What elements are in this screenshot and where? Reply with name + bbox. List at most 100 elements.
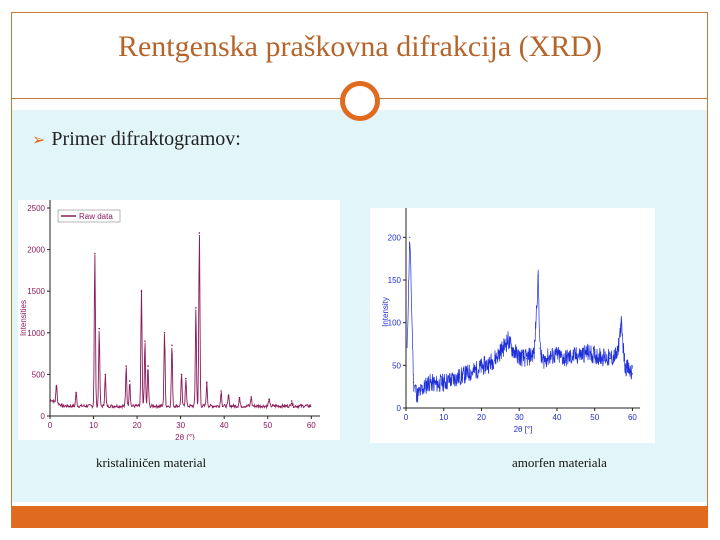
y-tick-label: 2500 [27, 204, 45, 213]
x-tick-label: 20 [477, 413, 486, 422]
data-point [465, 373, 467, 375]
y-tick-label: 0 [397, 404, 402, 413]
peak-point [185, 377, 187, 380]
data-point [579, 354, 581, 356]
legend-box [57, 209, 121, 223]
bullet-text: Primer difraktogramov: [51, 128, 241, 150]
data-point [571, 356, 573, 358]
data-point [616, 354, 618, 356]
data-point [507, 339, 509, 341]
x-axis-title: 2θ (°) [175, 433, 195, 440]
peak-point [140, 290, 143, 292]
data-point [488, 363, 490, 365]
y-tick-label: 150 [388, 276, 402, 285]
peak-point [75, 391, 77, 394]
caption-amorphous: amorfen materiala [512, 455, 607, 470]
peak-point [220, 390, 222, 392]
data-point [514, 351, 517, 354]
data-point [503, 345, 505, 348]
data-point [548, 356, 551, 358]
y-axis-title: Intensities [19, 300, 28, 336]
peak-point [125, 365, 128, 367]
x-tick-label: 60 [628, 413, 637, 422]
x-tick-label: 50 [590, 413, 599, 422]
peak-point [171, 344, 173, 347]
y-tick-label: 200 [388, 233, 402, 242]
data-point [539, 347, 541, 349]
data-point [594, 354, 596, 356]
data-point [405, 398, 407, 401]
peak-point [227, 394, 230, 396]
data-point [563, 357, 566, 360]
data-point [556, 354, 558, 356]
x-tick-label: 30 [176, 421, 185, 430]
data-point [518, 356, 520, 358]
y-tick-label: 100 [388, 319, 402, 328]
y-tick-label: 1000 [27, 329, 45, 338]
data-point [541, 360, 543, 362]
data-point [511, 347, 513, 349]
peak-point [268, 398, 270, 401]
series-line-raw-data [50, 234, 312, 410]
x-tick-label: 30 [515, 413, 524, 422]
y-tick-label: 0 [41, 412, 46, 421]
peak-point [94, 252, 96, 255]
peak-point [55, 386, 58, 388]
footer-bar [12, 506, 708, 528]
crystalline-xrd-chart: 0 10 20 30 40 50 60 0 500 1000 1500 2000 2500 2θ (°) I… [18, 200, 340, 440]
data-point [624, 364, 626, 366]
data-point [435, 383, 437, 385]
bullet-item: ➢ Primer difraktogramov: [32, 128, 241, 151]
data-point [537, 275, 539, 277]
x-tick-label: 20 [133, 421, 142, 430]
y-tick-label: 2000 [27, 246, 45, 255]
peak-point [147, 365, 149, 367]
data-point [424, 386, 426, 388]
peak-point [238, 396, 241, 399]
y-tick-label: 50 [392, 361, 401, 370]
data-point [586, 351, 588, 354]
peak-point [144, 340, 146, 342]
peak-point [250, 396, 252, 398]
y-tick-label: 1500 [27, 287, 45, 296]
data-point [473, 370, 475, 372]
data-point [620, 322, 622, 324]
data-point [495, 356, 498, 358]
circle-ornament-icon [340, 81, 380, 121]
legend: Raw data [57, 209, 121, 223]
x-tick-label: 0 [404, 413, 409, 422]
data-point [545, 357, 547, 360]
peak-point [195, 307, 197, 309]
amorphous-xrd-chart: 0 10 20 30 40 50 60 0 50 100 150 200 2θ [°] Intensity [370, 208, 655, 443]
legend-label: Raw data [79, 212, 113, 221]
data-point [458, 376, 460, 378]
data-point [628, 369, 630, 371]
x-tick-label: 10 [439, 413, 448, 422]
x-tick-label: 50 [263, 421, 272, 430]
data-point [609, 357, 611, 360]
x-tick-label: 60 [307, 421, 316, 430]
bullet-arrow-icon: ➢ [32, 131, 46, 149]
peak-point [205, 381, 208, 384]
x-axis-title: 2θ [°] [514, 425, 533, 434]
data-point [420, 390, 422, 392]
data-point [409, 236, 411, 238]
peak-point [128, 380, 131, 382]
slide-title: Rentgenska praškovna difrakcija (XRD) [117, 30, 602, 63]
peak-point [180, 373, 183, 376]
peak-point [98, 327, 101, 330]
data-point [412, 381, 415, 383]
data-point [450, 379, 452, 381]
peak-point [104, 373, 107, 376]
peak-point [198, 232, 201, 234]
x-tick-label: 0 [48, 421, 53, 430]
peak-point [290, 400, 293, 402]
data-point [416, 394, 418, 396]
x-tick-label: 40 [220, 421, 229, 430]
y-axis-title: Intensity [381, 297, 390, 327]
y-tick-label: 500 [32, 370, 46, 379]
data-point [480, 366, 483, 368]
data-point [443, 381, 445, 383]
x-tick-label: 10 [89, 421, 98, 430]
data-point [533, 351, 535, 354]
